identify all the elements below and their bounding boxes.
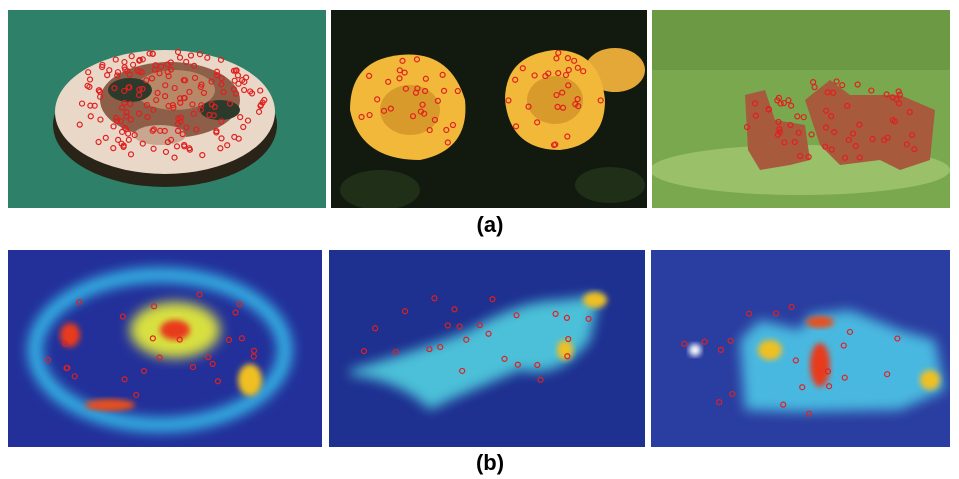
image-platter — [8, 10, 326, 208]
caption-b: (b) — [476, 450, 504, 475]
figure: (a) (b) — [0, 0, 959, 479]
caption-a: (a) — [477, 212, 504, 237]
image-horses — [650, 10, 950, 208]
image-roses — [331, 10, 647, 210]
heatmap-horses — [651, 250, 950, 447]
heatmap-platter — [8, 250, 322, 447]
heatmap-roses — [329, 250, 645, 447]
